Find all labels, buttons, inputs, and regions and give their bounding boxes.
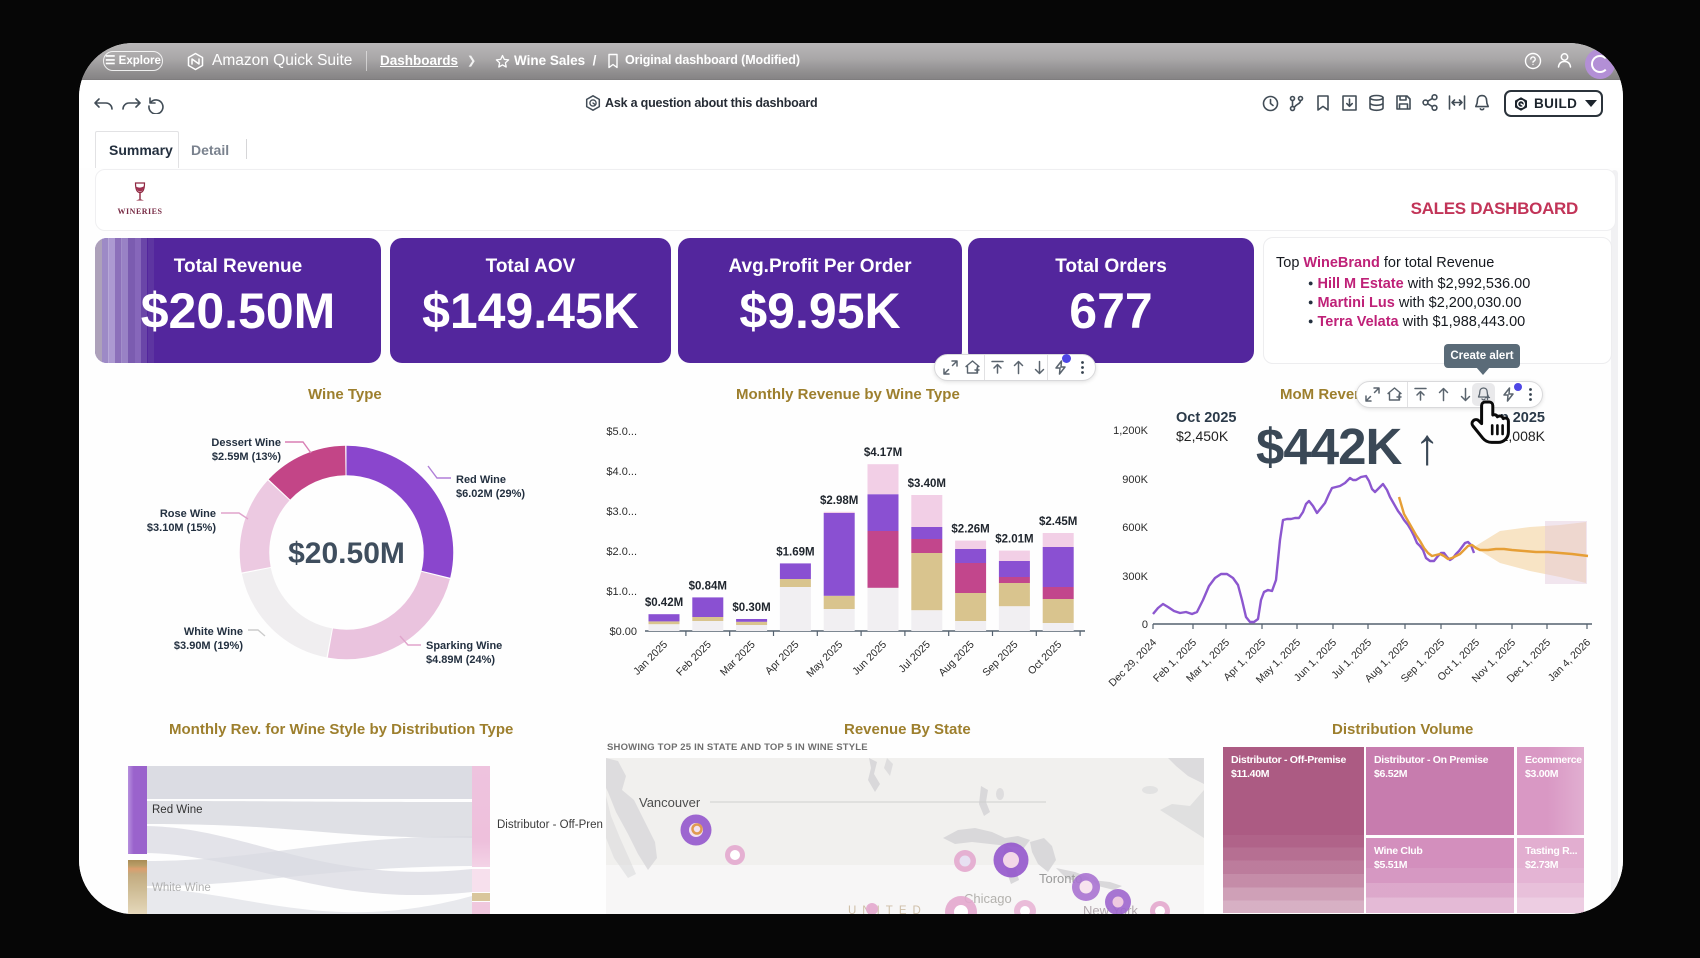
svg-text:$5.0...: $5.0... <box>606 426 637 438</box>
svg-text:Oct 2025: Oct 2025 <box>1026 639 1065 678</box>
svg-text:$0.00: $0.00 <box>609 626 637 638</box>
svg-text:Aug 2025: Aug 2025 <box>936 639 976 679</box>
svg-text:Chicago: Chicago <box>964 891 1012 906</box>
svg-text:$6.02M (29%): $6.02M (29%) <box>456 488 525 500</box>
svg-text:Red Wine: Red Wine <box>456 474 506 486</box>
svg-text:$2.45M: $2.45M <box>1039 516 1077 528</box>
svg-text:Mar 2025: Mar 2025 <box>718 639 758 679</box>
svg-text:White Wine: White Wine <box>152 882 211 894</box>
svg-text:0: 0 <box>1142 619 1148 631</box>
svg-text:Rose Wine: Rose Wine <box>160 508 216 520</box>
svg-text:$4.89M (24%): $4.89M (24%) <box>426 654 495 666</box>
svg-text:$2.01M: $2.01M <box>995 534 1033 546</box>
svg-text:$3.10M (15%): $3.10M (15%) <box>147 522 216 534</box>
svg-text:White Wine: White Wine <box>184 626 243 638</box>
svg-text:$0.30M: $0.30M <box>732 602 770 614</box>
svg-text:$3.40M: $3.40M <box>908 478 946 490</box>
svg-text:900K: 900K <box>1122 474 1148 486</box>
svg-text:$1.69M: $1.69M <box>776 546 814 558</box>
svg-text:$2.59M (13%): $2.59M (13%) <box>212 451 281 463</box>
svg-text:$2.98M: $2.98M <box>820 495 858 507</box>
svg-text:Dec 29, 2024: Dec 29, 2024 <box>1108 637 1159 690</box>
svg-text:$1.0...: $1.0... <box>606 586 637 598</box>
svg-text:$4.17M: $4.17M <box>864 447 902 459</box>
svg-text:Vancouver: Vancouver <box>639 795 701 810</box>
svg-text:Dessert Wine: Dessert Wine <box>211 437 281 449</box>
svg-text:May 2025: May 2025 <box>804 639 845 680</box>
svg-text:Sep 2025: Sep 2025 <box>980 639 1020 679</box>
svg-text:$0.84M: $0.84M <box>689 580 727 592</box>
svg-text:Apr 2025: Apr 2025 <box>763 639 802 678</box>
svg-text:Toronto: Toronto <box>1039 871 1082 886</box>
svg-text:Distributor - Off-Pren: Distributor - Off-Pren <box>497 819 603 831</box>
svg-text:$0.42M: $0.42M <box>645 597 683 609</box>
svg-text:$2.26M: $2.26M <box>951 524 989 536</box>
svg-text:Jun 2025: Jun 2025 <box>850 639 889 678</box>
svg-text:$4.0...: $4.0... <box>606 466 637 478</box>
svg-text:1,200K: 1,200K <box>1113 425 1149 437</box>
svg-text:$2.0...: $2.0... <box>606 546 637 558</box>
svg-text:Feb 2025: Feb 2025 <box>674 639 714 679</box>
svg-text:300K: 300K <box>1122 571 1148 583</box>
svg-text:$3.90M (19%): $3.90M (19%) <box>174 640 243 652</box>
svg-text:Jan 4, 2026: Jan 4, 2026 <box>1546 637 1593 684</box>
svg-text:UNITED: UNITED <box>848 905 927 914</box>
svg-text:Red Wine: Red Wine <box>152 804 203 816</box>
svg-text:Sparking Wine: Sparking Wine <box>426 640 502 652</box>
svg-text:600K: 600K <box>1122 522 1148 534</box>
svg-text:$20.50M: $20.50M <box>288 537 405 570</box>
svg-text:Jan 2025: Jan 2025 <box>631 639 670 678</box>
svg-text:$3.0...: $3.0... <box>606 506 637 518</box>
svg-text:Jul 2025: Jul 2025 <box>896 639 933 676</box>
